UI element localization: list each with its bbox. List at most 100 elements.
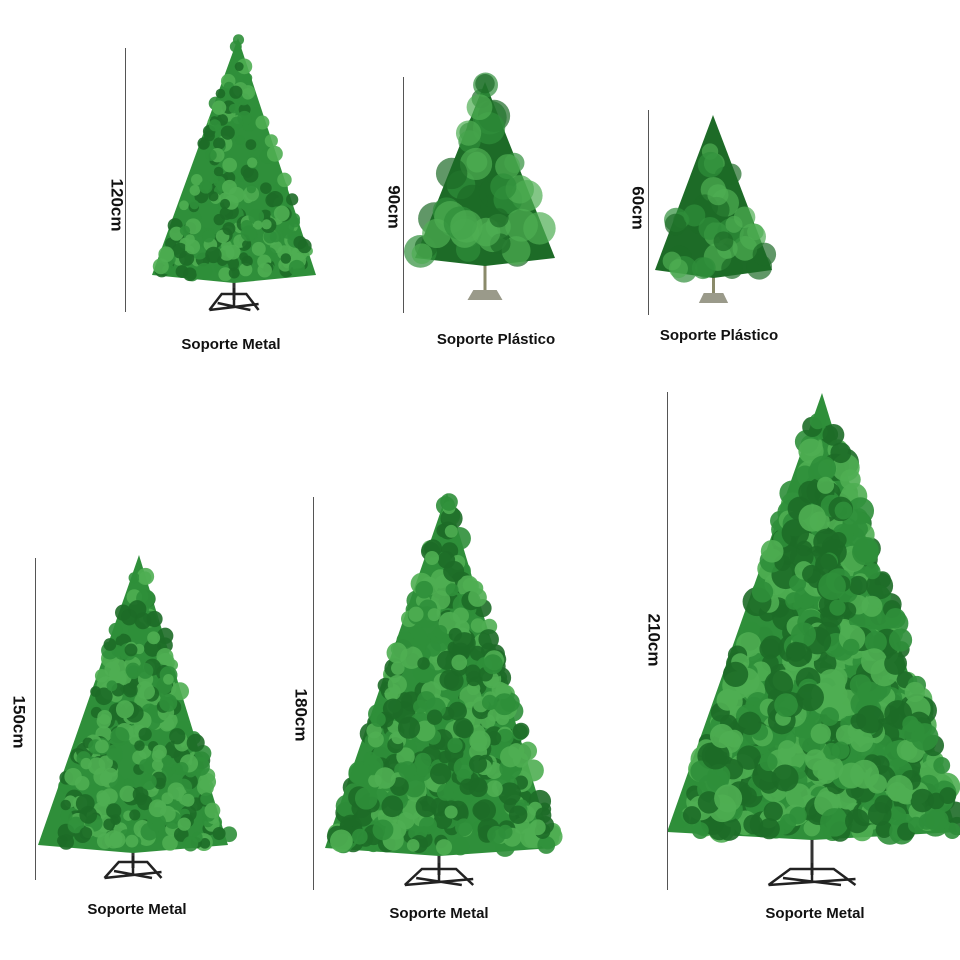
height-measure-line (648, 110, 649, 315)
needle-tuft (752, 242, 777, 267)
needle-tuft (459, 147, 493, 181)
needle-tuft (451, 654, 468, 671)
needle-tuft (179, 225, 191, 236)
needle-tuft (478, 629, 499, 650)
height-measure-line (125, 48, 126, 312)
needle-tuft (846, 497, 875, 525)
needle-tuft (242, 167, 259, 183)
tree-60cm (655, 115, 777, 303)
needle-tuft (219, 206, 234, 220)
tree-90cm (403, 72, 556, 300)
needle-tuft (698, 216, 722, 240)
needle-tuft (189, 185, 201, 196)
needle-tuft (248, 208, 265, 225)
needle-tuft (151, 759, 164, 771)
metal-stand (208, 288, 260, 312)
plastic-stand (467, 290, 503, 300)
needle-tuft (430, 763, 452, 785)
tree-180cm (325, 493, 563, 887)
needle-tuft (436, 839, 453, 856)
needle-tuft (97, 710, 112, 725)
needle-tuft (60, 809, 73, 822)
needle-tuft (747, 223, 764, 241)
needle-tuft (124, 643, 138, 657)
needle-tuft (848, 575, 868, 595)
needle-tuft (443, 560, 465, 582)
needle-tuft (221, 826, 238, 843)
needle-tuft (138, 571, 152, 584)
needle-tuft (178, 250, 195, 266)
needle-tuft (288, 259, 305, 276)
needle-tuft (418, 816, 437, 835)
needle-tuft (722, 661, 749, 688)
height-label: 120cm (106, 178, 126, 232)
needle-tuft (280, 253, 292, 264)
height-measure-line (667, 392, 668, 890)
needle-tuft (266, 191, 284, 208)
needle-tuft (716, 816, 742, 841)
needle-tuft (764, 670, 794, 700)
needle-tuft (820, 707, 840, 726)
needle-tuft (104, 661, 121, 678)
needle-tuft (219, 198, 231, 210)
needle-tuft (129, 809, 141, 821)
needle-tuft (211, 100, 227, 115)
needle-tuft (444, 524, 458, 538)
needle-tuft (273, 205, 290, 222)
needle-tuft (171, 682, 190, 701)
needle-tuft (512, 722, 530, 740)
needle-tuft (664, 213, 687, 236)
needle-tuft (239, 262, 253, 277)
needle-tuft (415, 795, 437, 818)
needle-tuft (829, 599, 846, 616)
needle-tuft (196, 262, 213, 280)
needle-tuft (185, 239, 201, 255)
needle-tuft (802, 564, 821, 584)
needle-tuft (785, 592, 803, 610)
needle-tuft (139, 759, 153, 772)
needle-tuft (714, 784, 743, 813)
needle-tuft (110, 726, 130, 746)
needle-tuft (387, 674, 407, 695)
needle-tuft (406, 839, 420, 852)
needle-tuft (241, 87, 254, 100)
needle-tuft (436, 783, 454, 801)
needle-tuft (435, 157, 468, 190)
needle-tuft (795, 465, 815, 486)
needle-tuft (125, 834, 139, 848)
needle-tuft (436, 650, 457, 671)
needle-tuft (867, 802, 892, 826)
needle-tuft (438, 750, 452, 764)
height-label: 150cm (8, 695, 28, 749)
needle-tuft (175, 762, 189, 776)
stand-caption: Soporte Metal (765, 905, 865, 922)
needle-tuft (475, 73, 495, 94)
needle-tuft (245, 139, 257, 150)
needle-tuft (496, 712, 510, 726)
needle-tuft (695, 257, 716, 279)
needle-tuft (861, 595, 883, 617)
needle-tuft (136, 794, 153, 811)
needle-tuft (64, 767, 82, 786)
needle-tuft (88, 783, 101, 796)
needle-tuft (834, 501, 853, 520)
needle-tuft (817, 476, 835, 494)
needle-tuft (462, 577, 478, 593)
needle-tuft (182, 836, 199, 852)
needle-tuft (140, 822, 159, 841)
needle-tuft (864, 563, 881, 580)
needle-tuft (489, 208, 509, 228)
needle-tuft (736, 745, 762, 770)
needle-tuft (468, 755, 488, 774)
needle-tuft (498, 782, 522, 806)
needle-tuft (904, 681, 925, 703)
stand-caption: Soporte Metal (87, 901, 187, 918)
needle-tuft (505, 208, 538, 242)
needle-tuft (682, 806, 702, 825)
needle-tuft (267, 145, 283, 162)
needle-tuft (67, 816, 85, 834)
needle-tuft (374, 767, 396, 789)
needle-tuft (139, 683, 155, 700)
needle-tuft (469, 730, 491, 752)
needle-tuft (408, 606, 424, 622)
